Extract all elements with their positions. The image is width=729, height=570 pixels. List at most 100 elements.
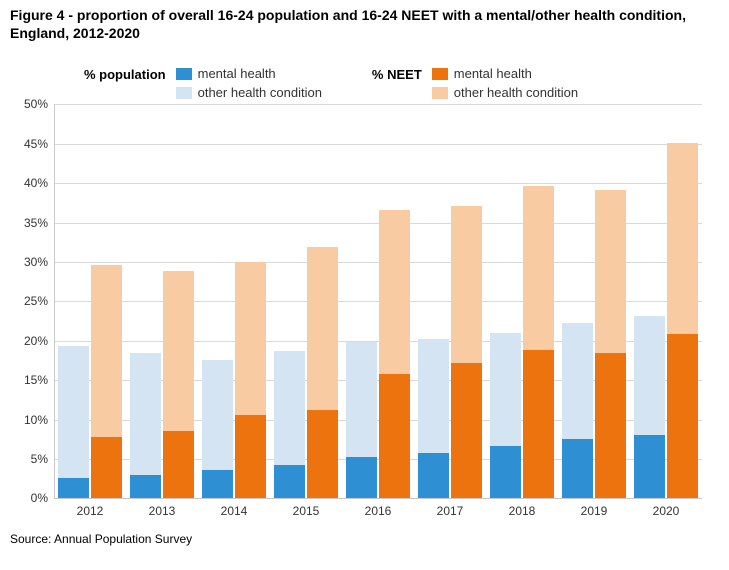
bar-segment-neet_mental	[595, 353, 626, 498]
y-tick-label: 5%	[31, 452, 54, 466]
x-tick-label: 2014	[221, 498, 248, 518]
bar-segment-pop_other	[346, 342, 377, 456]
figure-title: Figure 4 - proportion of overall 16-24 p…	[10, 6, 719, 42]
legend: % population mental health other health co…	[84, 66, 702, 100]
population-stack	[274, 104, 305, 498]
y-tick-label: 0%	[31, 491, 54, 505]
bar-group	[562, 104, 627, 498]
neet-stack	[235, 104, 266, 498]
population-stack	[418, 104, 449, 498]
x-tick-label: 2012	[77, 498, 104, 518]
bar-segment-pop_other	[130, 353, 161, 474]
legend-label: mental health	[198, 66, 276, 81]
legend-label: other health condition	[454, 85, 578, 100]
x-tick-label: 2013	[149, 498, 176, 518]
bar-segment-pop_mental	[202, 470, 233, 498]
legend-swatch	[176, 68, 192, 80]
neet-stack	[307, 104, 338, 498]
legend-swatch	[432, 68, 448, 80]
legend-item: other health condition	[432, 85, 578, 100]
source-label: Source: Annual Population Survey	[10, 532, 719, 546]
bar-segment-pop_other	[58, 346, 89, 478]
chart-area: 0% 5% 10% 15% 20% 25% 30% 35% 40% 45% 50% 2012 2013 2…	[10, 56, 710, 526]
population-stack	[202, 104, 233, 498]
bar-segment-neet_mental	[379, 374, 410, 499]
bar-segment-neet_mental	[523, 350, 554, 498]
y-tick-label: 50%	[24, 97, 54, 111]
bar-segment-pop_other	[202, 360, 233, 470]
bar-segment-neet_other	[235, 262, 266, 415]
bar-segment-pop_other	[274, 351, 305, 465]
population-stack	[130, 104, 161, 498]
bar-segment-pop_mental	[274, 465, 305, 498]
neet-stack	[451, 104, 482, 498]
legend-swatch	[432, 87, 448, 99]
y-axis-line	[54, 104, 55, 498]
bar-segment-neet_other	[163, 271, 194, 432]
population-stack	[346, 104, 377, 498]
bar-group	[202, 104, 267, 498]
x-tick-label: 2017	[437, 498, 464, 518]
bar-segment-neet_mental	[235, 415, 266, 499]
legend-column: mental health other health condition	[432, 66, 578, 100]
legend-column: mental health other health condition	[176, 66, 322, 100]
x-tick-label: 2015	[293, 498, 320, 518]
bar-segment-pop_mental	[634, 435, 665, 498]
bar-group	[346, 104, 411, 498]
bar-segment-neet_mental	[451, 363, 482, 499]
legend-heading: % population	[84, 66, 166, 82]
bar-segment-pop_mental	[490, 446, 521, 499]
population-stack	[562, 104, 593, 498]
y-tick-label: 20%	[24, 334, 54, 348]
legend-label: other health condition	[198, 85, 322, 100]
neet-stack	[523, 104, 554, 498]
y-tick-label: 45%	[24, 137, 54, 151]
bar-segment-neet_other	[451, 206, 482, 363]
bar-group	[418, 104, 483, 498]
bar-segment-neet_other	[307, 247, 338, 410]
legend-item: other health condition	[176, 85, 322, 100]
bar-segment-neet_mental	[307, 410, 338, 498]
bar-segment-pop_mental	[130, 475, 161, 499]
y-tick-label: 10%	[24, 413, 54, 427]
population-stack	[58, 104, 89, 498]
bar-segment-neet_mental	[667, 334, 698, 499]
x-tick-label: 2019	[581, 498, 608, 518]
bar-segment-neet_other	[667, 143, 698, 334]
bar-segment-pop_other	[634, 316, 665, 435]
bar-segment-neet_other	[523, 186, 554, 351]
y-tick-label: 15%	[24, 373, 54, 387]
y-tick-label: 40%	[24, 176, 54, 190]
figure-wrap: Figure 4 - proportion of overall 16-24 p…	[0, 0, 729, 570]
bar-group	[274, 104, 339, 498]
legend-label: mental health	[454, 66, 532, 81]
y-tick-label: 30%	[24, 255, 54, 269]
population-stack	[634, 104, 665, 498]
bar-segment-pop_mental	[418, 453, 449, 499]
neet-stack	[667, 104, 698, 498]
bar-segment-neet_mental	[163, 431, 194, 498]
bar-segment-neet_other	[379, 210, 410, 374]
legend-item: mental health	[176, 66, 322, 81]
bar-segment-pop_other	[418, 339, 449, 452]
x-tick-label: 2016	[365, 498, 392, 518]
x-tick-label: 2020	[653, 498, 680, 518]
legend-heading: % NEET	[372, 66, 422, 82]
bar-group	[490, 104, 555, 498]
bar-group	[634, 104, 699, 498]
neet-stack	[379, 104, 410, 498]
y-tick-label: 35%	[24, 216, 54, 230]
x-tick-label: 2018	[509, 498, 536, 518]
bar-segment-pop_mental	[346, 457, 377, 499]
bar-segment-pop_mental	[562, 439, 593, 498]
bar-group	[130, 104, 195, 498]
bar-group	[58, 104, 123, 498]
neet-stack	[595, 104, 626, 498]
bar-segment-pop_mental	[58, 478, 89, 498]
bar-segment-pop_other	[562, 323, 593, 439]
bar-segment-neet_mental	[91, 437, 122, 498]
y-tick-label: 25%	[24, 294, 54, 308]
bar-segment-neet_other	[91, 265, 122, 437]
population-stack	[490, 104, 521, 498]
bar-segment-neet_other	[595, 190, 626, 354]
